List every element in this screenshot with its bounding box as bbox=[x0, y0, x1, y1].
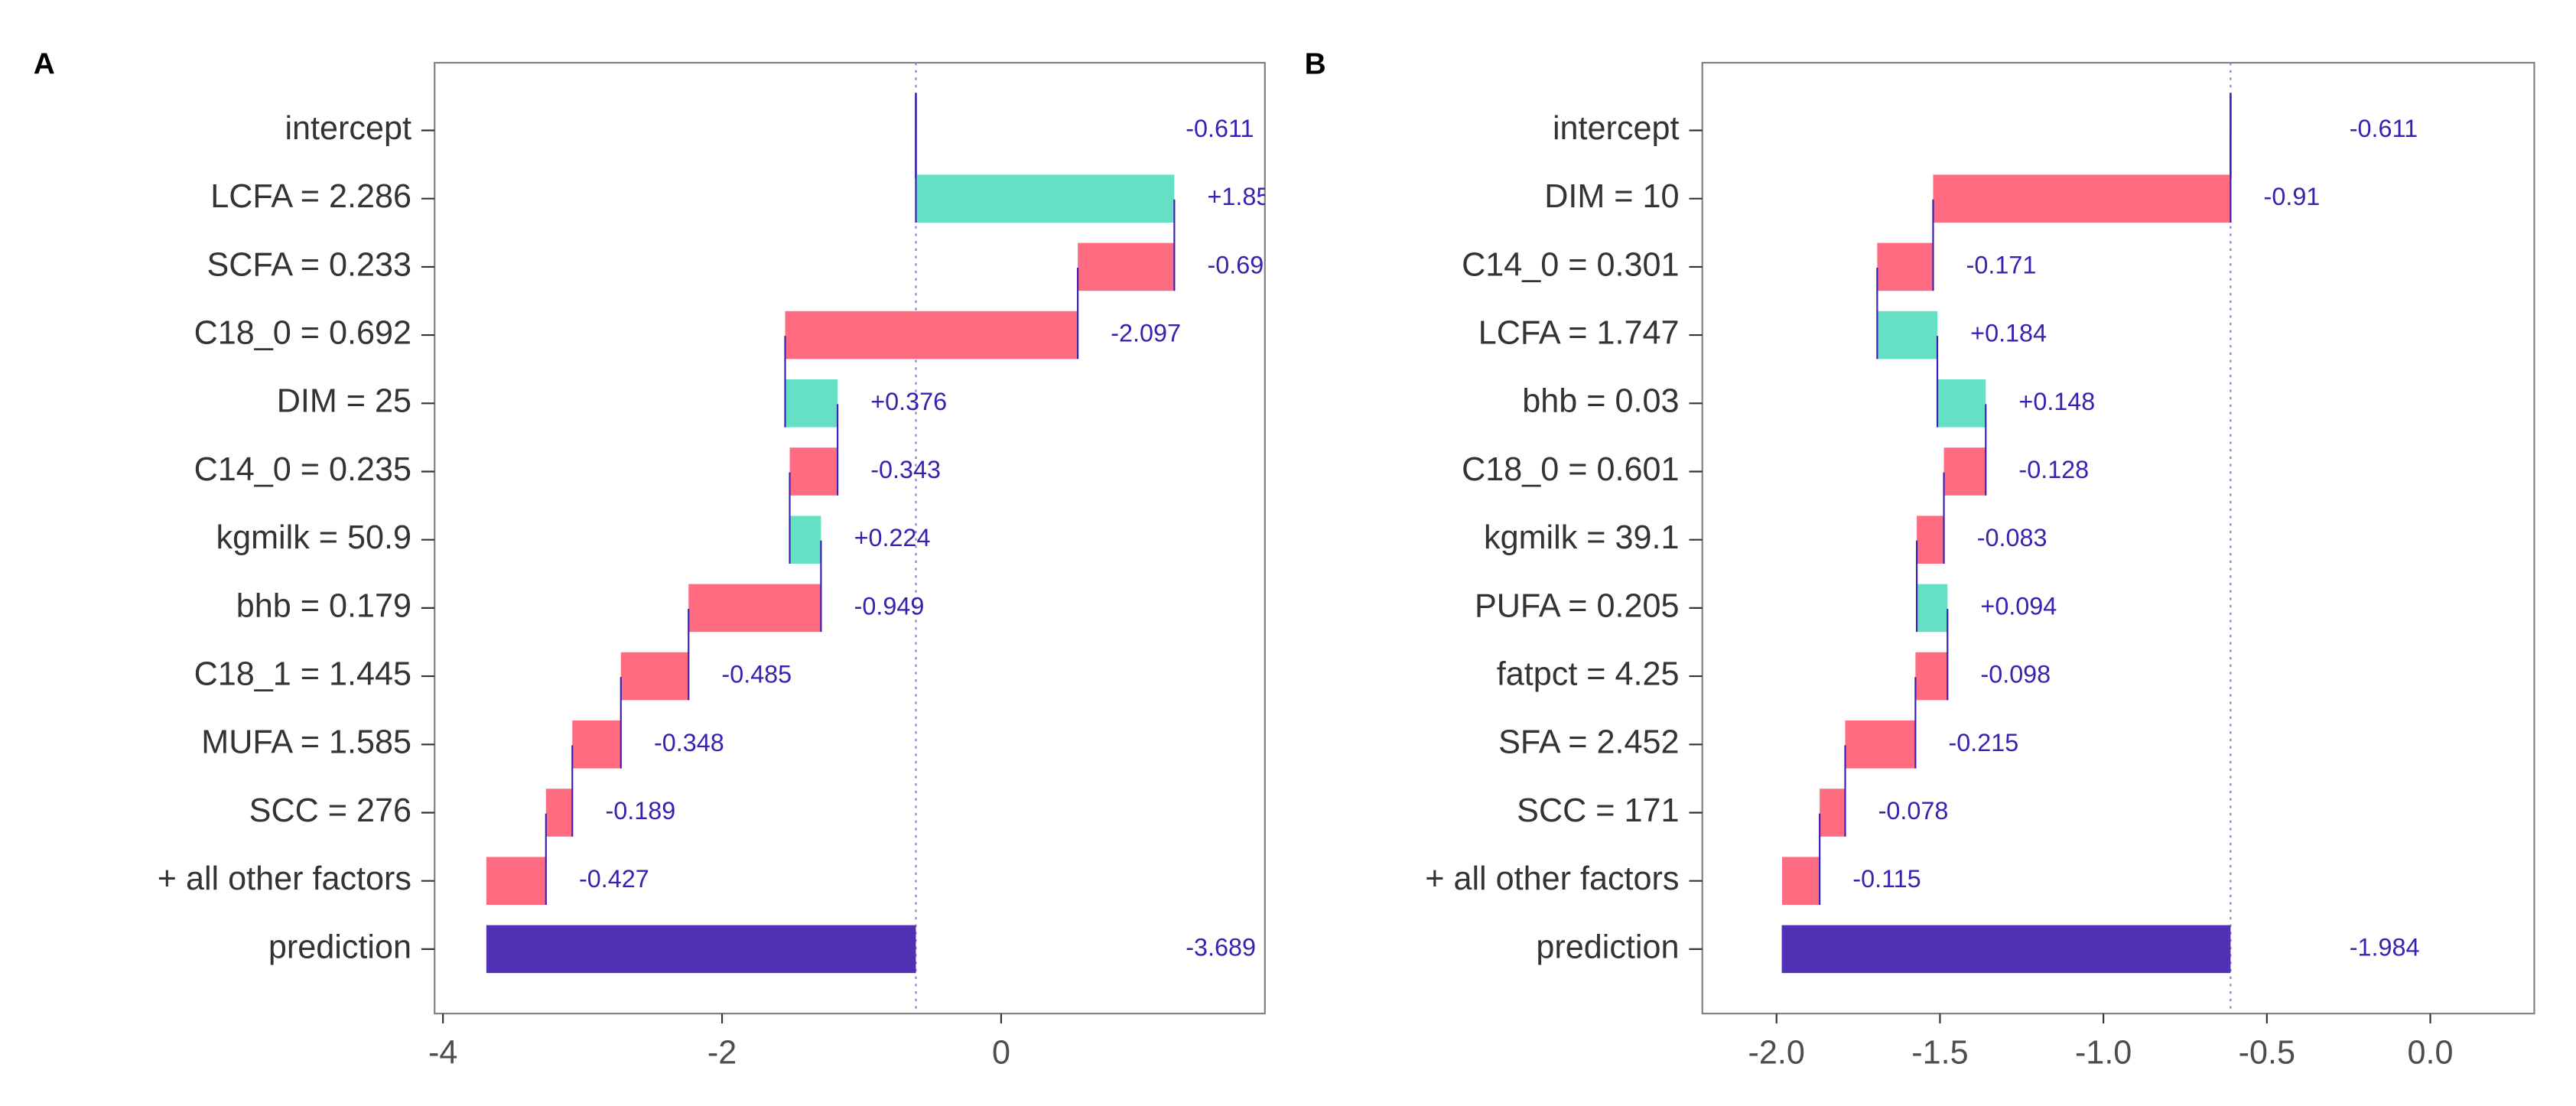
prediction-bar bbox=[486, 925, 916, 974]
category-label: MUFA = 1.585 bbox=[201, 724, 411, 761]
category-label: DIM = 10 bbox=[1544, 178, 1679, 215]
x-tick-label: -1.5 bbox=[1911, 1035, 1968, 1072]
category-label: prediction bbox=[1536, 929, 1679, 965]
category-label: intercept bbox=[285, 110, 411, 147]
value-label: +1.852 bbox=[1208, 183, 1284, 210]
contribution-bar bbox=[1845, 720, 1916, 769]
prediction-bar bbox=[1781, 925, 2231, 974]
value-label: -0.189 bbox=[605, 797, 675, 825]
contribution-bar bbox=[785, 311, 1078, 359]
contribution-bar bbox=[789, 516, 821, 564]
contribution-bar bbox=[1820, 789, 1846, 837]
category-label: C14_0 = 0.301 bbox=[1462, 246, 1679, 283]
value-label: +0.148 bbox=[2018, 388, 2095, 415]
x-tick-label: -0.5 bbox=[2239, 1035, 2295, 1072]
contribution-bar bbox=[1917, 516, 1944, 564]
x-tick-label: -2 bbox=[707, 1035, 737, 1072]
category-label: LCFA = 2.286 bbox=[210, 178, 411, 215]
category-label: kgmilk = 39.1 bbox=[1484, 519, 1679, 556]
plot-area: -0.611 -0.91 -0.171 +0.184 +0.148 -0.128 -0.08… bbox=[1781, 63, 2420, 1014]
value-label: -0.115 bbox=[1852, 865, 1921, 893]
category-label: fatpct = 4.25 bbox=[1497, 655, 1680, 692]
category-label: + all other factors bbox=[158, 860, 411, 897]
category-label: SCC = 171 bbox=[1517, 792, 1679, 829]
category-label: + all other factors bbox=[1425, 860, 1679, 897]
value-label: +0.094 bbox=[1980, 592, 2057, 620]
contribution-bar bbox=[486, 857, 546, 905]
contribution-bar bbox=[1917, 584, 1948, 633]
value-label: -0.485 bbox=[721, 661, 792, 688]
contribution-bar bbox=[620, 652, 689, 701]
category-label: C18_0 = 0.601 bbox=[1462, 451, 1679, 488]
panel-border bbox=[434, 61, 1266, 1015]
panel-label: A bbox=[34, 48, 55, 81]
contribution-bar bbox=[1915, 652, 1948, 701]
x-tick-label: 0 bbox=[992, 1035, 1010, 1072]
value-label: -0.611 bbox=[2350, 115, 2418, 142]
value-label: -0.215 bbox=[1949, 729, 2019, 756]
contribution-bar bbox=[785, 379, 838, 428]
value-label: -0.91 bbox=[2264, 183, 2321, 210]
contribution-bar bbox=[1943, 447, 1986, 496]
category-label: LCFA = 1.747 bbox=[1478, 315, 1680, 352]
contribution-bar bbox=[1877, 242, 1934, 291]
plot-area: -0.611 +1.852 -0.692 -2.097 +0.376 -0.343 +0.2… bbox=[486, 63, 1284, 1014]
category-label: prediction bbox=[268, 929, 411, 965]
panel: A -4 -2 0 -0.611 +1.852 -0.692 -2.097 +0.376 -0.3… bbox=[34, 48, 1284, 1072]
value-label: -0.427 bbox=[579, 865, 649, 893]
contribution-bar bbox=[1937, 379, 1986, 428]
contribution-bar bbox=[1078, 242, 1175, 291]
x-tick-label: -2.0 bbox=[1748, 1035, 1805, 1072]
value-label: -1.984 bbox=[2350, 933, 2420, 961]
panel-label: B bbox=[1305, 48, 1326, 81]
category-label: PUFA = 0.205 bbox=[1475, 587, 1680, 624]
category-label: C18_1 = 1.445 bbox=[194, 655, 411, 692]
value-label: -0.949 bbox=[854, 592, 925, 620]
value-label: -0.083 bbox=[1977, 524, 2047, 551]
category-label: intercept bbox=[1553, 110, 1680, 147]
value-label: -3.689 bbox=[1186, 933, 1256, 961]
category-label: bhb = 0.179 bbox=[236, 587, 411, 624]
contribution-bar bbox=[789, 447, 838, 496]
x-tick-label: -4 bbox=[428, 1035, 457, 1072]
value-label: -0.078 bbox=[1878, 797, 1949, 825]
contribution-bar bbox=[916, 174, 1175, 223]
category-label: DIM = 25 bbox=[277, 383, 411, 420]
category-label: C18_0 = 0.692 bbox=[194, 315, 411, 352]
value-label: -0.128 bbox=[2018, 456, 2089, 483]
contribution-bar bbox=[688, 584, 821, 633]
value-label: +0.184 bbox=[1970, 320, 2047, 347]
value-label: -0.343 bbox=[870, 456, 941, 483]
contribution-bar bbox=[545, 789, 573, 837]
value-label: -2.097 bbox=[1111, 320, 1181, 347]
category-label: SCC = 276 bbox=[249, 792, 411, 829]
value-label: -0.611 bbox=[1186, 115, 1254, 142]
category-label: SFA = 2.452 bbox=[1498, 724, 1679, 761]
contribution-bar bbox=[572, 720, 621, 769]
panel: B -2.0 -1.5 -1.0 -0.5 0.0 -0.611 -0.91 -0.171 +0.… bbox=[1305, 48, 2535, 1072]
category-label: C14_0 = 0.235 bbox=[194, 451, 411, 488]
value-label: -0.098 bbox=[1980, 661, 2051, 688]
value-label: -0.171 bbox=[1966, 251, 2037, 278]
category-label: bhb = 0.03 bbox=[1522, 383, 1679, 420]
category-label: kgmilk = 50.9 bbox=[216, 519, 411, 556]
contribution-bar bbox=[1933, 174, 2231, 223]
contribution-bar bbox=[1877, 311, 1938, 359]
x-tick-label: 0.0 bbox=[2408, 1035, 2454, 1072]
value-label: +0.224 bbox=[854, 524, 931, 551]
value-label: -0.692 bbox=[1208, 251, 1278, 278]
value-label: -0.348 bbox=[654, 729, 724, 756]
panel-border bbox=[1701, 61, 2535, 1015]
x-tick-label: -1.0 bbox=[2075, 1035, 2132, 1072]
category-label: SCFA = 0.233 bbox=[207, 246, 411, 283]
contribution-bar bbox=[1781, 857, 1820, 905]
value-label: +0.376 bbox=[870, 388, 947, 415]
